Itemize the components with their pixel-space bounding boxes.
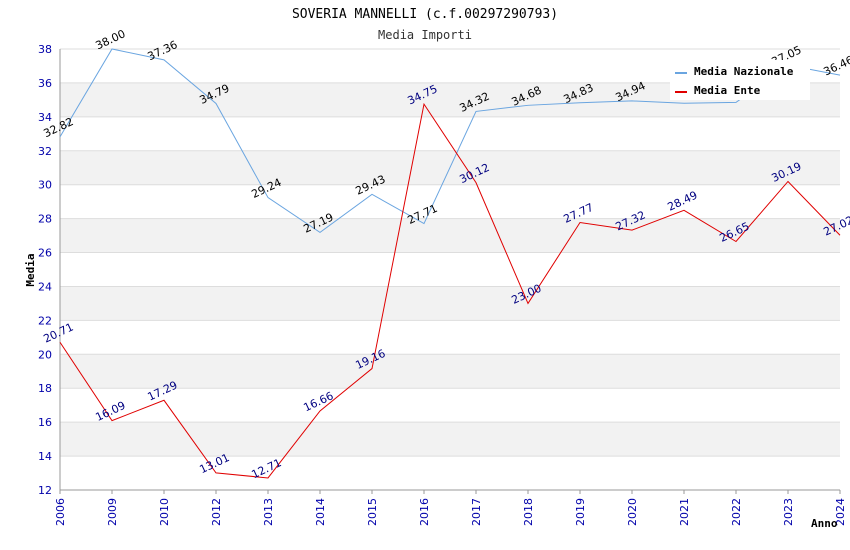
data-label: 28.49: [665, 189, 699, 214]
grid-bands: [60, 82, 840, 457]
grid-band: [60, 218, 840, 253]
y-tick-label: 20: [38, 348, 52, 361]
axes: [59, 49, 840, 491]
x-tick-label: 2006: [54, 498, 67, 526]
legend-box: [670, 60, 810, 100]
legend: Media Nazionale Media Ente: [670, 60, 810, 100]
data-label: 16.66: [301, 389, 335, 414]
x-tick-label: 2017: [470, 498, 483, 526]
x-tick-label: 2009: [106, 498, 119, 526]
chart-title: SOVERIA MANNELLI (c.f.00297290793): [292, 7, 558, 22]
x-tick-label: 2019: [574, 498, 587, 526]
series-line-nazionale: [59, 48, 841, 233]
legend-label-ente: Media Ente: [694, 84, 761, 97]
x-tick-label: 2015: [366, 498, 379, 526]
x-tick-label: 2021: [678, 498, 691, 526]
grid-band: [60, 354, 840, 389]
series-line-ente: [59, 102, 841, 479]
y-tick-label: 22: [38, 314, 52, 327]
x-tick-label: 2022: [730, 498, 743, 526]
y-axis-label: Media: [24, 253, 37, 286]
grid-band: [60, 422, 840, 457]
x-axis-label: Anno: [811, 517, 838, 530]
x-tick-label: 2010: [158, 498, 171, 526]
y-tick-label: 12: [38, 484, 52, 497]
x-tick-label: 2024: [834, 498, 847, 526]
y-tick-label: 38: [38, 43, 52, 56]
legend-label-nazionale: Media Nazionale: [694, 65, 794, 78]
x-tick-label: 2018: [522, 498, 535, 526]
data-label: 16.09: [93, 399, 127, 424]
y-tick-labels: 12 14 16 18 20 22 24 26 28 30 32 34 36 38: [38, 43, 52, 497]
x-tick-label: 2016: [418, 498, 431, 526]
grid-band: [60, 286, 840, 321]
y-tick-label: 26: [38, 247, 52, 260]
x-tick-label: 2020: [626, 498, 639, 526]
y-tick-label: 18: [38, 382, 52, 395]
y-tick-label: 28: [38, 213, 52, 226]
y-tick-label: 30: [38, 179, 52, 192]
series-lines: [59, 48, 841, 479]
y-tick-label: 32: [38, 145, 52, 158]
y-tick-label: 16: [38, 416, 52, 429]
x-tick-label: 2012: [210, 498, 223, 526]
x-tick-label: 2013: [262, 498, 275, 526]
y-tick-label: 34: [38, 111, 52, 124]
y-tick-label: 36: [38, 77, 52, 90]
x-tick-label: 2014: [314, 498, 327, 526]
x-tick-labels: 2006 2009 2010 2012 2013 2014 2015 2016 2017 2018…: [54, 490, 847, 526]
chart-subtitle: Media Importi: [378, 28, 472, 42]
x-tick-label: 2023: [782, 498, 795, 526]
y-tick-label: 24: [38, 280, 52, 293]
y-tick-label: 14: [38, 450, 52, 463]
